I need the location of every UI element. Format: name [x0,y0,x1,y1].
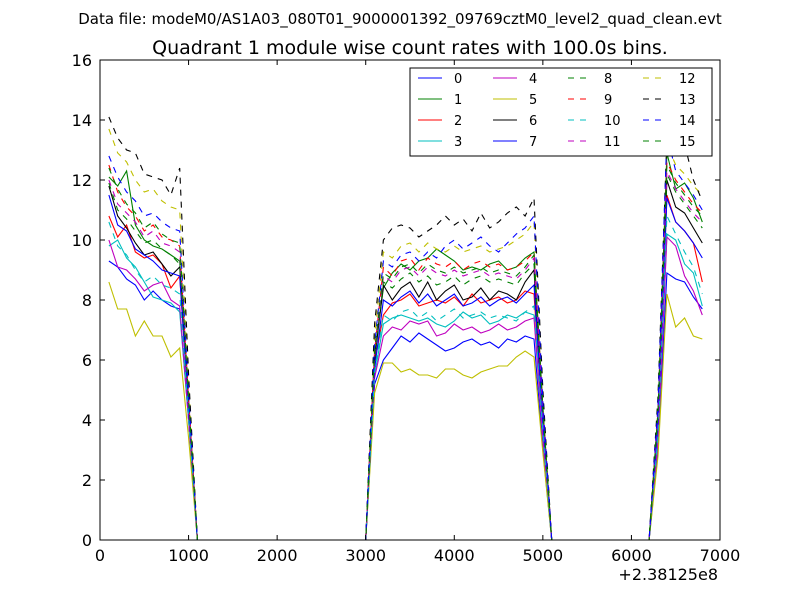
y-tick-label-6: 6 [82,351,92,370]
series-line-14 [108,134,703,540]
x-tick-label-1000: 1000 [168,546,209,565]
x-axis: 0 1000 2000 3000 4000 5000 6000 7000 [95,60,740,565]
series-line-1 [108,152,703,540]
series-line-9 [108,161,703,540]
legend-label-0: 0 [454,72,462,87]
legend-label-2: 2 [454,114,462,129]
series-line-0 [108,260,703,540]
series-line-6 [108,179,703,540]
y-tick-label-4: 4 [82,411,92,430]
series-layer [108,116,703,540]
x-tick-label-3000: 3000 [345,546,386,565]
series-line-11 [108,170,703,540]
legend-label-3: 3 [454,135,462,150]
legend-label-1: 1 [454,93,462,108]
legend-label-6: 6 [529,114,537,129]
y-tick-label-12: 12 [72,171,92,190]
legend-label-7: 7 [529,135,537,150]
legend-label-5: 5 [529,93,537,108]
x-tick-label-0: 0 [95,546,105,565]
x-tick-label-2000: 2000 [257,546,298,565]
y-tick-label-10: 10 [72,231,92,250]
legend-label-14: 14 [679,114,696,129]
x-axis-offset-label: +2.38125e8 [618,565,718,584]
x-tick-label-4000: 4000 [434,546,475,565]
series-line-2 [108,194,703,540]
chart-title: Quadrant 1 module wise count rates with … [152,37,668,59]
series-line-4 [108,235,703,540]
y-tick-label-16: 16 [72,51,92,70]
x-tick-label-6000: 6000 [611,546,652,565]
x-tick-label-5000: 5000 [522,546,563,565]
legend-label-12: 12 [679,72,696,87]
series-line-5 [108,281,703,540]
y-tick-label-8: 8 [82,291,92,310]
legend-label-11: 11 [604,135,621,150]
legend-label-8: 8 [604,72,612,87]
y-tick-label-2: 2 [82,471,92,490]
x-tick-label-7000: 7000 [700,546,741,565]
figure-suptitle: Data file: modeM0/AS1A03_080T01_90000013… [78,10,722,29]
legend-label-4: 4 [529,72,537,87]
legend-label-13: 13 [679,93,696,108]
legend-label-15: 15 [679,135,696,150]
y-tick-label-0: 0 [82,531,92,550]
legend-label-10: 10 [604,114,621,129]
series-line-15 [108,164,703,540]
y-tick-label-14: 14 [72,111,92,130]
series-line-3 [108,232,703,540]
series-line-10 [108,215,703,540]
legend-label-9: 9 [604,93,612,108]
series-line-7 [108,194,703,540]
legend-frame [409,67,713,157]
